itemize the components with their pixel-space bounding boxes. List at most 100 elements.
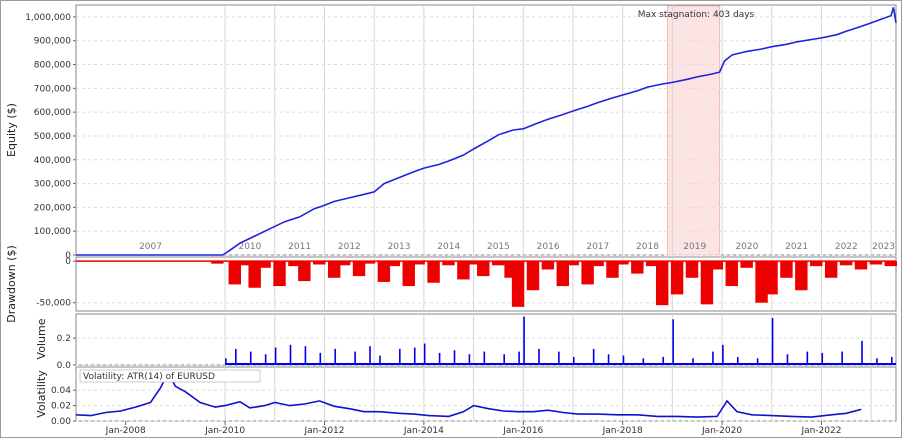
drawdown-bar bbox=[581, 261, 594, 285]
drawdown-bar bbox=[273, 261, 286, 287]
drawdown-bar bbox=[795, 261, 808, 291]
drawdown-bar bbox=[854, 261, 868, 270]
drawdown-bar bbox=[377, 261, 391, 282]
y-tick-label: 700,000 bbox=[34, 84, 71, 94]
volume-bar bbox=[607, 354, 610, 365]
drawdown-bar bbox=[327, 261, 341, 278]
year-label: 2019 bbox=[683, 242, 706, 252]
drawdown-bar bbox=[467, 261, 480, 265]
volume-bar bbox=[771, 318, 774, 365]
volume-bar bbox=[304, 346, 307, 365]
y-tick-label: 200,000 bbox=[34, 203, 71, 213]
volume-bar bbox=[756, 358, 759, 365]
drawdown-bar bbox=[352, 261, 366, 277]
drawdown-bar bbox=[313, 261, 326, 265]
year-label: 2021 bbox=[785, 242, 808, 252]
year-label: 2011 bbox=[288, 242, 311, 252]
y-tick-label: 800,000 bbox=[34, 61, 71, 71]
drawdown-bar bbox=[755, 261, 768, 303]
drawdown-bar bbox=[646, 261, 659, 267]
y-tick-label: 0.2 bbox=[57, 334, 71, 344]
x-tick-label: Jan-2014 bbox=[403, 426, 444, 436]
y-tick-label: 0.00 bbox=[51, 417, 71, 427]
drawdown-bar bbox=[337, 261, 351, 266]
x-tick-label: Jan-2012 bbox=[303, 426, 344, 436]
year-label: 2012 bbox=[338, 242, 361, 252]
drawdown-y-label: Drawdown ($) bbox=[5, 245, 18, 323]
equity-y-ticks: 0 100,000 200,000 300,000 400,000 500,000 600,… bbox=[25, 13, 76, 261]
y-tick-label: 400,000 bbox=[34, 156, 71, 166]
x-tick-label: Jan-2022 bbox=[800, 426, 841, 436]
stagnation-band bbox=[666, 5, 721, 256]
drawdown-bar bbox=[670, 261, 684, 295]
drawdown-bar bbox=[765, 261, 778, 295]
drawdown-bar bbox=[427, 261, 440, 283]
volatility-legend-box bbox=[79, 369, 261, 383]
drawdown-bar bbox=[298, 261, 311, 282]
y-tick-label: 0 bbox=[65, 251, 71, 261]
volume-bar bbox=[354, 351, 356, 365]
year-labels: 2007 2010 2011 2012 2013 2014 2015 2016 2017 2018… bbox=[139, 242, 895, 252]
drawdown-bar bbox=[591, 261, 604, 267]
volume-bar bbox=[319, 352, 322, 365]
drawdown-bars bbox=[76, 260, 897, 307]
drawdown-bar bbox=[556, 261, 569, 287]
volume-bar bbox=[572, 356, 575, 365]
volume-bar bbox=[235, 348, 237, 365]
x-tick-label: Jan-2018 bbox=[602, 426, 643, 436]
year-label: 2007 bbox=[139, 242, 162, 252]
x-tick-label: Jan-2016 bbox=[502, 426, 543, 436]
volume-bar bbox=[334, 348, 337, 365]
y-tick-label: 500,000 bbox=[34, 132, 71, 142]
drawdown-bar bbox=[725, 261, 738, 287]
equity-line bbox=[76, 7, 897, 256]
y-tick-label: 600,000 bbox=[34, 108, 71, 118]
y-tick-label: -50,000 bbox=[36, 299, 71, 309]
volume-panel bbox=[75, 313, 897, 366]
drawdown-bar bbox=[402, 261, 415, 287]
volatility-legend: Volatility: ATR(14) of EURUSD bbox=[83, 372, 215, 382]
volume-bar bbox=[518, 351, 520, 365]
x-tick-label: Jan-2008 bbox=[105, 426, 146, 436]
volume-bar bbox=[249, 351, 252, 365]
volume-bar bbox=[736, 356, 739, 365]
drawdown-bar bbox=[526, 261, 540, 291]
volume-bar bbox=[264, 354, 267, 365]
volume-y-label: Volume bbox=[35, 318, 48, 359]
volume-bar bbox=[523, 316, 525, 365]
drawdown-bar bbox=[810, 261, 823, 267]
drawdown-bar bbox=[457, 261, 470, 280]
y-tick-label: 0.0 bbox=[57, 361, 72, 371]
drawdown-bar bbox=[869, 261, 883, 265]
year-label: 2020 bbox=[735, 242, 758, 252]
volume-bar bbox=[369, 346, 371, 365]
x-tick-label: Jan-2010 bbox=[204, 426, 245, 436]
volume-bar bbox=[538, 348, 540, 365]
drawdown-bar bbox=[228, 261, 241, 285]
volume-bar bbox=[592, 348, 595, 365]
drawdown-bar bbox=[780, 261, 793, 278]
drawdown-bar bbox=[616, 261, 629, 265]
volume-bar bbox=[399, 348, 401, 365]
volume-bar bbox=[289, 344, 292, 365]
drawdown-bar bbox=[491, 261, 505, 266]
volume-bar bbox=[483, 351, 486, 365]
volume-bar bbox=[876, 358, 878, 365]
volume-bar bbox=[558, 351, 560, 365]
stagnation-annotation: Max stagnation: 403 days bbox=[638, 10, 755, 20]
drawdown-bar bbox=[541, 261, 555, 270]
drawdown-bar bbox=[442, 261, 455, 266]
volatility-line bbox=[75, 371, 862, 418]
volume-bar bbox=[712, 351, 714, 365]
year-label: 2023 bbox=[872, 242, 895, 252]
volume-bar bbox=[423, 343, 426, 365]
drawdown-bar bbox=[387, 261, 401, 267]
y-tick-label: 0.04 bbox=[51, 386, 71, 396]
volume-bar bbox=[786, 354, 789, 365]
volume-bars bbox=[225, 316, 896, 365]
drawdown-bar bbox=[258, 261, 271, 268]
volume-bar bbox=[722, 344, 724, 365]
volume-bar bbox=[503, 354, 505, 365]
drawdown-bar bbox=[685, 261, 699, 278]
